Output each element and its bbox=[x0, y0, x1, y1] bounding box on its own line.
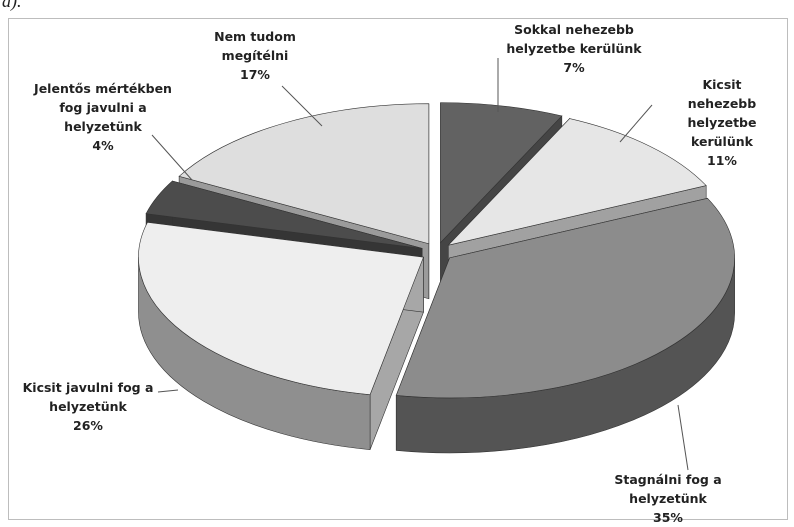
slice bbox=[395, 197, 735, 454]
data-label: Nem tudom megítélni 17% bbox=[214, 27, 296, 84]
value-label: 4% bbox=[92, 138, 114, 153]
leader-line bbox=[281, 85, 323, 127]
caption: a). bbox=[2, 0, 22, 11]
value-label: 26% bbox=[73, 418, 103, 433]
slice-top bbox=[395, 197, 735, 399]
category-label: Sokkal nehezebb helyzetbe kerülünk bbox=[506, 22, 642, 56]
slice-top bbox=[178, 103, 430, 245]
leader-line bbox=[151, 134, 193, 181]
leader-lines bbox=[151, 58, 689, 471]
category-label: Kicsit javulni fog a helyzetünk bbox=[22, 380, 154, 414]
leader-line bbox=[157, 389, 179, 393]
value-label: 11% bbox=[707, 153, 737, 168]
category-label: Jelentős mértékben fog javulni a helyzet… bbox=[34, 81, 172, 134]
slice-top bbox=[138, 222, 424, 395]
data-label: Sokkal nehezebb helyzetbe kerülünk 7% bbox=[506, 20, 641, 77]
category-label: Kicsit nehezebb helyzetbe kerülünk bbox=[687, 77, 757, 149]
data-label: Kicsit nehezebb helyzetbe kerülünk 11% bbox=[686, 75, 758, 170]
slice-top bbox=[145, 180, 423, 249]
leader-line bbox=[619, 104, 653, 143]
category-label: Stagnálni fog a helyzetünk bbox=[614, 472, 722, 506]
leader-line bbox=[677, 404, 689, 471]
chart-frame bbox=[8, 18, 788, 520]
data-label: Kicsit javulni fog a helyzetünk 26% bbox=[23, 378, 154, 435]
value-label: 17% bbox=[240, 67, 270, 82]
category-label: Nem tudom megítélni bbox=[214, 29, 296, 63]
value-label: 7% bbox=[563, 60, 585, 75]
value-label: 35% bbox=[653, 510, 683, 525]
data-label: Jelentős mértékben fog javulni a helyzet… bbox=[34, 79, 172, 155]
data-label: Stagnálni fog a helyzetünk 35% bbox=[614, 470, 721, 527]
slice bbox=[138, 221, 424, 450]
slice-top bbox=[440, 102, 563, 244]
slice-top bbox=[447, 118, 707, 246]
